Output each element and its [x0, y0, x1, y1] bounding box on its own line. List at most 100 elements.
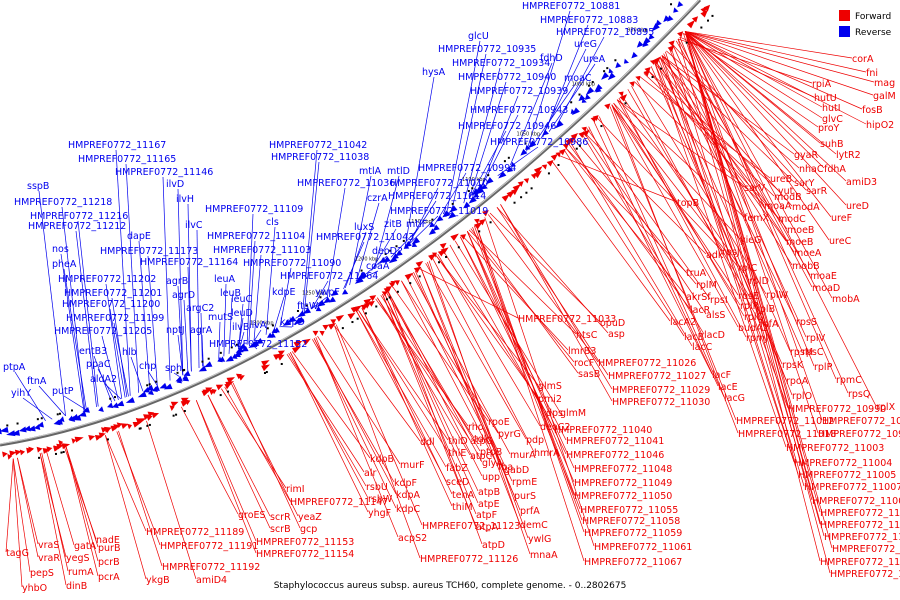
reverse-feature: [667, 15, 674, 22]
forward-gene-label: proY: [818, 123, 840, 134]
feature-marker: [570, 101, 573, 104]
forward-feature: [98, 432, 106, 439]
reverse-feature: [316, 299, 326, 307]
forward-gene-label: HMPREF0772_11013: [820, 520, 900, 531]
forward-gene-label: modB: [774, 192, 802, 203]
reverse-gene-label: HMPREF0772_10883: [540, 15, 638, 26]
reverse-connector: [125, 163, 140, 393]
forward-connector: [500, 204, 613, 390]
forward-gene-label: atpF: [476, 510, 497, 521]
forward-gene-label: atpE: [478, 499, 500, 510]
forward-gene-label: HMPREF0772_11012: [736, 416, 834, 427]
forward-connector: [684, 31, 825, 169]
reverse-connector: [408, 215, 439, 245]
forward-connector: [116, 431, 161, 546]
forward-feature: [211, 388, 217, 395]
forward-gene-label: alr: [364, 468, 376, 479]
forward-gene-label: rpmE: [512, 477, 537, 488]
feature-marker: [305, 304, 308, 307]
reverse-feature: [27, 425, 36, 432]
forward-connector: [383, 292, 479, 504]
reverse-connector: [548, 63, 596, 132]
reverse-gene-label: HMPREF0772_11212: [28, 221, 126, 232]
forward-feature: [61, 443, 71, 450]
reverse-connector: [177, 188, 184, 376]
reverse-gene-label: cls: [266, 217, 279, 228]
forward-gene-label: mobB: [792, 261, 820, 272]
forward-gene-label: atpA: [476, 522, 499, 533]
forward-feature: [292, 346, 302, 354]
forward-gene-label: murF: [400, 460, 425, 471]
forward-feature: [105, 427, 111, 434]
feature-marker: [431, 218, 434, 221]
forward-gene-label: mnaA: [530, 550, 558, 561]
forward-connector: [684, 31, 821, 562]
feature-marker: [670, 3, 673, 6]
forward-gene-label: pmi2: [538, 394, 562, 405]
reverse-gene-label: chp: [139, 361, 156, 372]
forward-gene-label: gatA: [74, 541, 97, 552]
forward-feature: [330, 319, 337, 325]
forward-connector: [551, 160, 671, 322]
feature-marker: [60, 451, 63, 454]
reverse-connector: [371, 228, 397, 271]
feature-marker: [418, 275, 421, 278]
forward-connector: [377, 297, 471, 441]
forward-gene-label: HMPREF0772_11011: [820, 508, 900, 519]
reverse-gene-label: HMPREF0772_11090: [243, 258, 341, 269]
forward-gene-label: acpS2: [398, 533, 427, 544]
forward-connector: [387, 290, 483, 463]
forward-gene-label: yhgF: [368, 508, 391, 519]
feature-marker: [524, 142, 527, 145]
forward-gene-label: HMPREF0772_11007: [804, 482, 900, 493]
forward-swatch: [839, 10, 850, 21]
forward-gene-label: yeaZ: [298, 512, 322, 523]
forward-feature: [363, 298, 372, 306]
forward-connector: [684, 31, 823, 421]
forward-connector: [317, 336, 401, 465]
forward-connector: [383, 292, 479, 492]
forward-feature: [36, 446, 43, 453]
forward-feature: [170, 401, 179, 408]
forward-gene-label: thiM: [452, 502, 473, 513]
forward-feature: [473, 221, 483, 230]
forward-connector: [611, 104, 739, 328]
forward-connector: [657, 58, 791, 352]
forward-gene-label: HMPREF0772_11046: [566, 450, 664, 461]
forward-connector: [406, 276, 505, 470]
forward-connector: [466, 231, 575, 483]
reverse-gene-label: HMPREF0772_11036: [297, 178, 395, 189]
reverse-feature: [642, 37, 651, 46]
feature-marker: [219, 394, 222, 397]
forward-connector: [65, 446, 99, 577]
forward-gene-label: HMPREF0772_11067: [584, 557, 682, 568]
forward-connector: [661, 55, 795, 463]
forward-connector: [489, 212, 601, 323]
forward-feature: [482, 210, 489, 217]
feature-marker: [176, 371, 179, 374]
forward-gene-label: rpmC: [836, 375, 862, 386]
feature-marker: [467, 190, 470, 193]
forward-connector: [65, 446, 99, 562]
forward-gene-label: HMPREF0772_11059: [584, 528, 682, 539]
forward-feature: [668, 40, 675, 47]
reverse-feature: [303, 307, 312, 314]
feature-marker: [266, 327, 269, 330]
feature-marker: [445, 255, 448, 258]
forward-connector: [425, 263, 527, 440]
reverse-feature: [663, 15, 671, 23]
forward-connector: [684, 31, 837, 155]
forward-feature: [533, 170, 542, 179]
forward-gene-label: HMPREF0772_11033: [518, 314, 616, 325]
reverse-connector: [356, 202, 380, 281]
feature-marker: [711, 14, 714, 17]
forward-gene-label: HMPREF0772_11049: [574, 478, 672, 489]
forward-gene-label: rpsE: [738, 291, 759, 302]
reverse-connector: [406, 200, 437, 247]
reverse-connector: [173, 372, 180, 377]
reverse-gene-label: ureA: [583, 54, 606, 65]
forward-connector: [418, 268, 519, 319]
reverse-connector: [223, 283, 227, 357]
forward-feature: [413, 266, 421, 274]
